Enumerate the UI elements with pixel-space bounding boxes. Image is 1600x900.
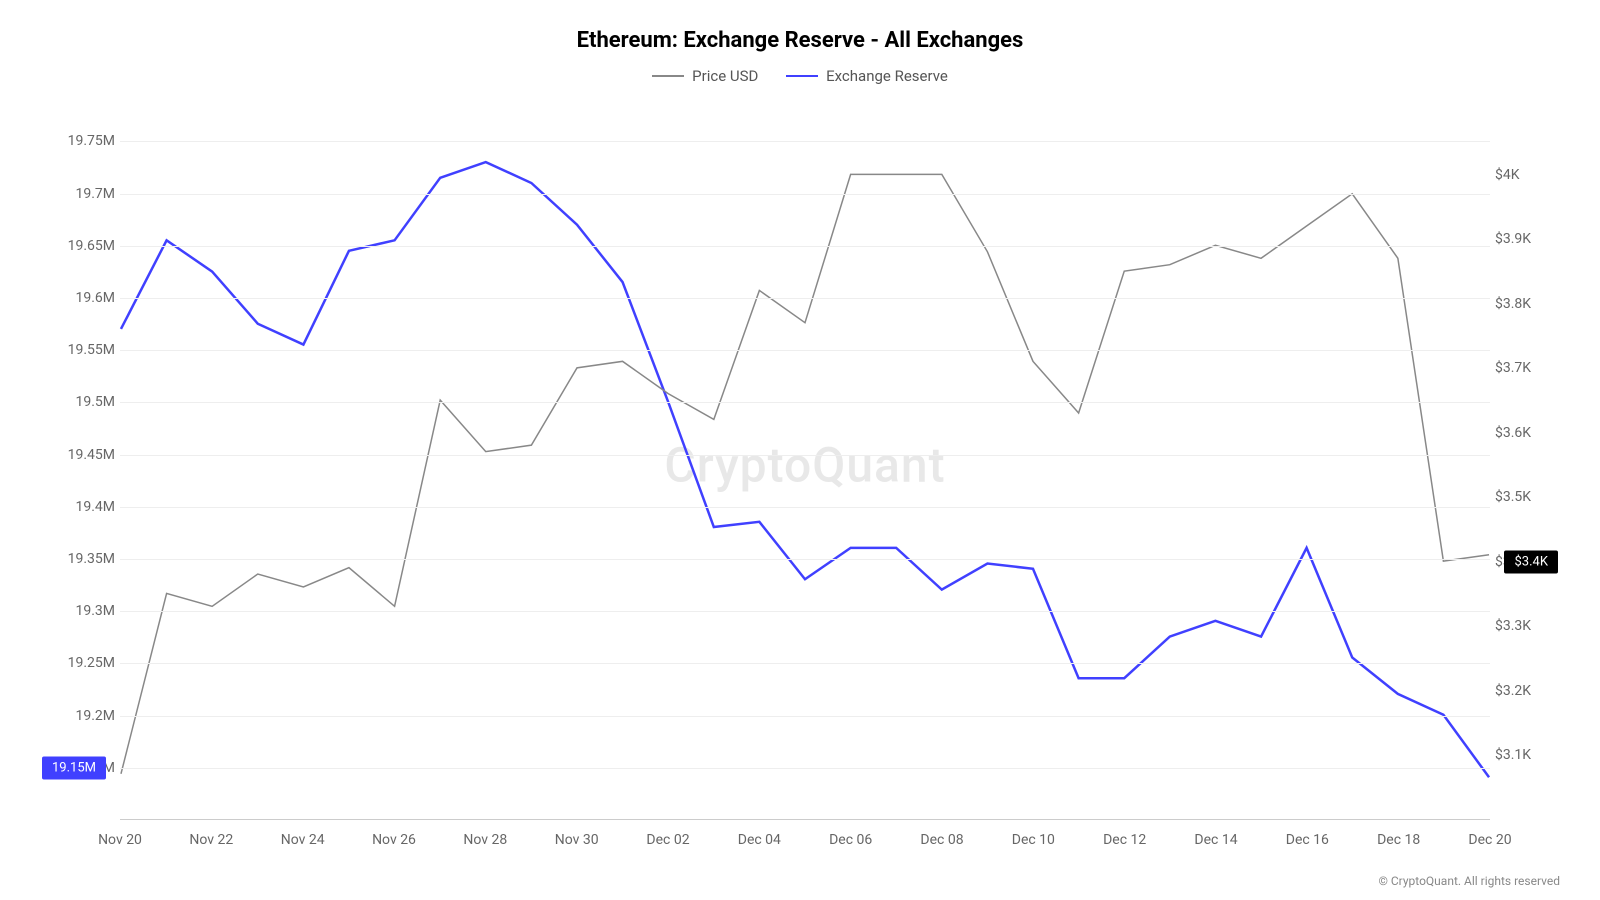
chart-svg [120,110,1490,819]
x-tick-label: Dec 06 [829,832,872,848]
y-left-tick-label: 19.75M [50,133,115,149]
legend-swatch-price [652,75,684,77]
right-badge: $3.4K [1504,550,1558,573]
y-left-tick-label: 19.4M [50,499,115,515]
y-left-tick-label: 19.65M [50,238,115,254]
legend-label-price: Price USD [692,67,758,85]
y-left-tick-label: 19.7M [50,186,115,202]
grid-line [120,716,1490,717]
y-right-tick-label: $3.1K [1495,747,1550,763]
series-line [121,162,1489,777]
copyright: © CryptoQuant. All rights reserved [1378,874,1560,888]
grid-line [120,298,1490,299]
grid-line [120,194,1490,195]
x-tick-label: Dec 14 [1194,832,1237,848]
legend-swatch-reserve [786,75,818,77]
y-right-tick-label: $3.9K [1495,231,1550,247]
y-right-tick-label: $3.2K [1495,683,1550,699]
grid-line [120,141,1490,142]
series-line [121,174,1489,773]
x-tick-label: Dec 18 [1377,832,1420,848]
legend-label-reserve: Exchange Reserve [826,67,948,85]
grid-line [120,402,1490,403]
y-right-tick-label: $3.7K [1495,360,1550,376]
chart-title: Ethereum: Exchange Reserve - All Exchang… [40,28,1560,53]
x-tick-label: Nov 28 [463,832,507,848]
grid-line [120,507,1490,508]
legend-item-price: Price USD [652,67,758,85]
legend: Price USD Exchange Reserve [40,63,1560,85]
grid-line [120,246,1490,247]
y-right-tick-label: $3.5K [1495,489,1550,505]
x-tick-label: Dec 12 [1103,832,1146,848]
x-tick-label: Dec 10 [1012,832,1055,848]
grid-line [120,350,1490,351]
left-badge: 19.15M [42,756,106,779]
y-left-tick-label: 19.6M [50,290,115,306]
x-tick-label: Nov 30 [555,832,599,848]
plot-area: CryptoQuant [120,110,1490,820]
y-left-tick-label: 19.35M [50,551,115,567]
x-tick-label: Dec 16 [1286,832,1329,848]
x-tick-label: Nov 22 [189,832,233,848]
x-tick-label: Nov 26 [372,832,416,848]
y-left-tick-label: 19.2M [50,708,115,724]
grid-line [120,663,1490,664]
x-tick-label: Dec 02 [646,832,689,848]
x-tick-label: Nov 20 [98,832,142,848]
grid-line [120,611,1490,612]
legend-item-reserve: Exchange Reserve [786,67,948,85]
y-right-tick-label: $4K [1495,167,1550,183]
y-right-tick-label: $3.3K [1495,618,1550,634]
y-left-tick-label: 19.3M [50,603,115,619]
x-tick-label: Dec 04 [738,832,781,848]
y-left-tick-label: 19.5M [50,394,115,410]
x-tick-label: Dec 08 [920,832,963,848]
x-tick-label: Dec 20 [1468,832,1511,848]
chart-container: Ethereum: Exchange Reserve - All Exchang… [0,0,1600,900]
x-tick-label: Nov 24 [281,832,325,848]
grid-line [120,768,1490,769]
grid-line [120,455,1490,456]
y-left-tick-label: 19.25M [50,655,115,671]
y-right-tick-label: $3.8K [1495,296,1550,312]
y-left-tick-label: 19.45M [50,447,115,463]
y-right-tick-label: $3.6K [1495,425,1550,441]
y-left-tick-label: 19.55M [50,342,115,358]
grid-line [120,559,1490,560]
